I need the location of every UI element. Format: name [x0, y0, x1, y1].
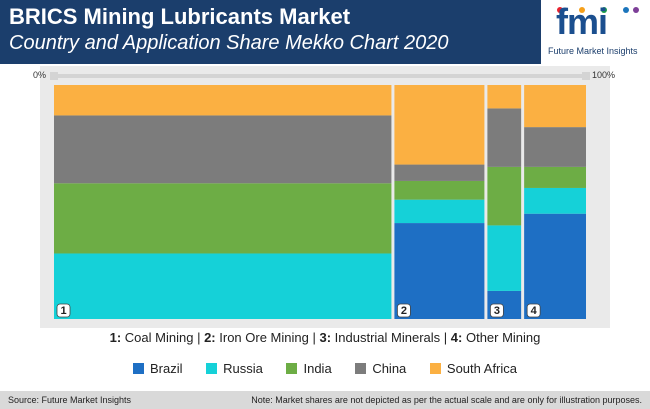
- legend-swatch: [355, 363, 367, 374]
- segment-india-app-3: [487, 166, 522, 226]
- category-badge: [489, 303, 504, 318]
- segment-china-app-3: [487, 108, 522, 167]
- chart-title: BRICS Mining Lubricants Market: [9, 4, 351, 29]
- country-legend: Brazil Russia India China South Africa: [0, 361, 650, 376]
- legend-swatch: [132, 363, 144, 374]
- category-badge: [526, 303, 541, 318]
- note-text: Note: Market shares are not depicted as …: [251, 395, 642, 405]
- segment-south-africa-app-3: [487, 85, 522, 109]
- segment-south-africa-app-1: [54, 85, 392, 116]
- segment-brazil-app-2: [394, 223, 485, 319]
- legend-item-china: China: [355, 361, 406, 376]
- application-separator: |: [197, 330, 205, 345]
- chart-header: BRICS Mining Lubricants Market Country a…: [0, 0, 650, 64]
- legend-swatch: [206, 363, 218, 374]
- footer: Source: Future Market Insights Note: Mar…: [0, 391, 650, 409]
- segment-brazil-app-4: [524, 213, 586, 319]
- segment-india-app-4: [524, 166, 586, 188]
- logo-name: Future Market Insights: [548, 46, 638, 56]
- x-axis-track: [54, 74, 586, 78]
- segment-russia-app-4: [524, 187, 586, 214]
- category-label: 1: [60, 305, 66, 317]
- legend-swatch: [429, 363, 441, 374]
- axis-right-label: 100%: [592, 70, 616, 80]
- category-label: 2: [401, 305, 407, 317]
- category-label: 4: [531, 305, 538, 317]
- segment-china-app-1: [54, 115, 392, 184]
- logo-dots-icon: [557, 7, 639, 13]
- category-badge: [56, 303, 71, 318]
- axis-left-label: 0%: [33, 70, 47, 80]
- chart-subtitle: Country and Application Share Mekko Char…: [9, 32, 449, 54]
- segment-russia-app-2: [394, 199, 485, 224]
- segment-russia-app-3: [487, 225, 522, 291]
- application-1: 1: Coal Mining: [109, 330, 194, 345]
- x-axis-start-tick: [50, 72, 58, 80]
- application-separator: |: [312, 330, 320, 345]
- segment-south-africa-app-4: [524, 85, 586, 128]
- legend-item-brazil: Brazil: [132, 361, 182, 376]
- source-text: Source: Future Market Insights: [8, 395, 132, 405]
- segment-india-app-2: [394, 180, 485, 200]
- logo-mark: fmi: [556, 1, 608, 42]
- segment-india-app-1: [54, 183, 392, 254]
- legend-item-south-africa: South Africa: [429, 361, 517, 376]
- application-legend: 1: Coal Mining | 2: Iron Ore Mining | 3:…: [0, 330, 650, 345]
- segment-china-app-2: [394, 164, 485, 181]
- category-badge: [397, 303, 411, 318]
- legend-swatch: [286, 363, 298, 374]
- segment-south-africa-app-2: [394, 85, 485, 165]
- legend-item-india: India: [286, 361, 332, 376]
- application-4: 4: Other Mining: [450, 330, 541, 345]
- category-label: 3: [494, 305, 500, 317]
- segment-china-app-4: [524, 127, 586, 167]
- application-2: 2: Iron Ore Mining: [204, 330, 309, 345]
- segment-russia-app-1: [54, 253, 392, 319]
- legend-item-russia: Russia: [206, 361, 263, 376]
- application-3: 3: Industrial Minerals: [319, 330, 441, 345]
- x-axis-end-tick: [582, 72, 590, 80]
- application-separator: |: [443, 330, 451, 345]
